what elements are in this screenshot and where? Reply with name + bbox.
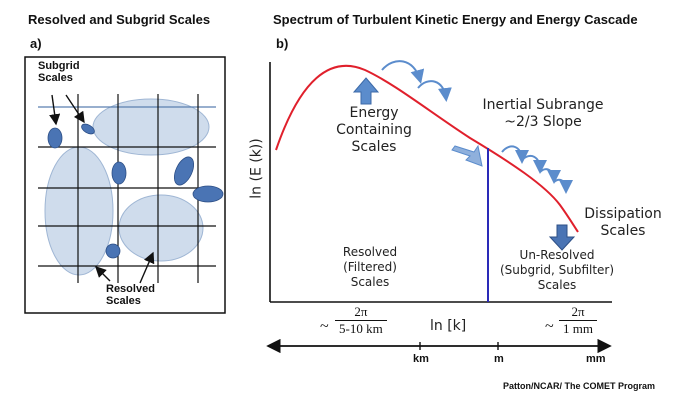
subgrid-blob <box>81 123 95 135</box>
image-credit: Patton/NCAR/ The COMET Program <box>503 381 656 391</box>
energy-containing-label: Energy Containing Scales <box>336 105 412 155</box>
cascade-curl-arrow <box>521 154 547 174</box>
resolved-pointer-arrow <box>95 266 111 282</box>
scale-label-mm: mm <box>586 353 606 365</box>
x-axis-label: ln [k] <box>430 318 467 334</box>
subgrid-blob <box>111 161 127 185</box>
subgrid-pointer-arrow <box>49 94 61 126</box>
energy-spectrum-curve <box>275 64 579 233</box>
resolved-blob <box>44 146 114 276</box>
scale-label-km: km <box>413 353 429 365</box>
resolved-blob <box>118 194 204 262</box>
subgrid-blob <box>47 127 63 149</box>
right-wavenumber-fraction: 2π 1 mm <box>559 304 597 337</box>
transfer-arrow <box>451 144 483 167</box>
approx-symbol: ~ <box>320 318 329 335</box>
panel-a-label: a) <box>30 36 42 51</box>
scale-label-m: m <box>494 353 504 365</box>
approx-symbol: ~ <box>545 318 554 335</box>
cascade-curl-arrow <box>553 178 573 194</box>
resolved-filtered-label: Resolved (Filtered) Scales <box>342 245 398 289</box>
energy-input-arrow <box>352 77 380 105</box>
cascade-curl-arrow <box>539 168 561 184</box>
subgrid-blob <box>192 185 224 203</box>
left-panel-title: Resolved and Subgrid Scales <box>28 12 211 27</box>
unresolved-label: Un-Resolved (Subgrid, Subfilter) Scales <box>499 248 615 292</box>
right-panel-title: Spectrum of Turbulent Kinetic Energy and… <box>273 12 638 27</box>
subgrid-blob <box>105 243 121 259</box>
left-wavenumber-fraction: 2π 5-10 km <box>335 304 387 337</box>
panel-b-label: b) <box>276 36 289 51</box>
cascade-curl-arrow <box>501 145 529 164</box>
resolved-pointer-arrow <box>139 251 155 284</box>
subgrid-blob <box>173 156 195 186</box>
cascade-curl-arrow <box>417 80 452 102</box>
inertial-subrange-label: Inertial Subrange ~2/3 Slope <box>482 97 604 130</box>
dissipation-scales-label: Dissipation Scales <box>584 206 662 239</box>
y-axis-label: ln (E (k)) <box>248 138 265 199</box>
resolved-scales-label: Resolved Scales <box>106 283 155 307</box>
subgrid-scales-label: Subgrid Scales <box>38 60 80 84</box>
cascade-curl-arrow <box>381 60 425 84</box>
dissipation-arrow <box>548 224 576 251</box>
grid-lines <box>38 94 216 283</box>
subgrid-pointer-arrow <box>65 94 85 124</box>
resolved-blob <box>92 98 210 156</box>
